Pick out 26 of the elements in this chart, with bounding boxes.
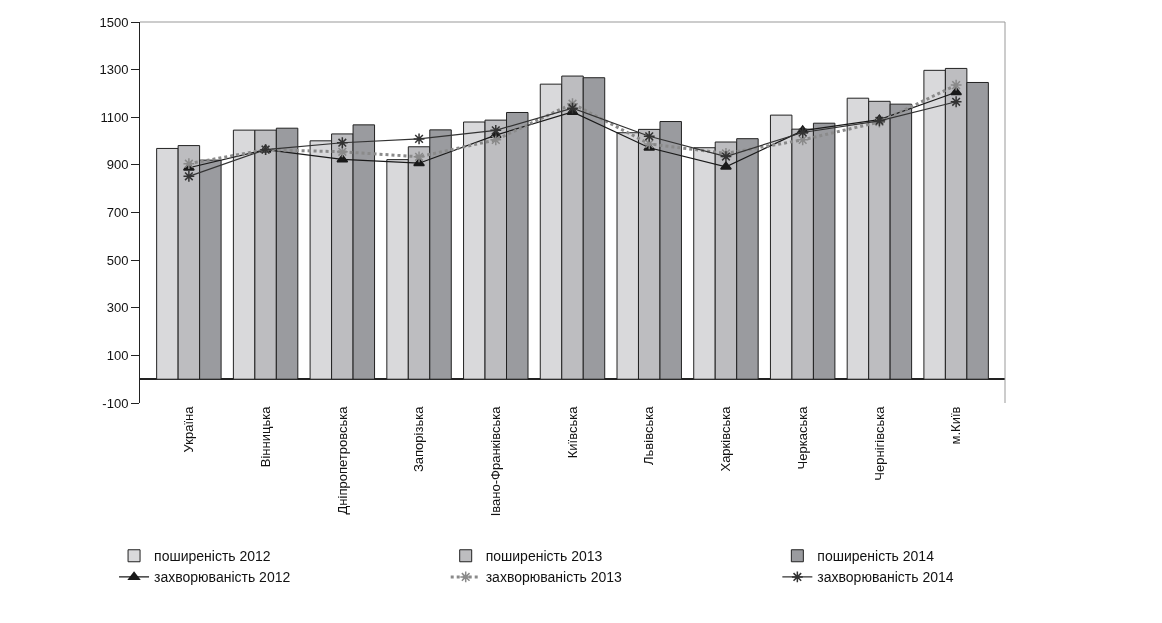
- x-tick-label: Дніпропетровська: [334, 405, 350, 515]
- y-tick-label: 1100: [100, 109, 129, 125]
- y-tick-label: 300: [106, 300, 129, 316]
- legend-label: поширеність 2013: [485, 548, 603, 565]
- x-tick-label: Харківська: [718, 405, 734, 472]
- y-tick-label: 1300: [99, 62, 129, 78]
- x-tick-label: Київська: [564, 405, 580, 459]
- x-tick-label: Україна: [181, 405, 197, 453]
- y-tick-label: 100: [106, 347, 129, 363]
- x-tick-label: Запорізька: [411, 405, 427, 473]
- x-tick-label: Львівська: [641, 405, 657, 465]
- y-tick-label: 700: [106, 205, 129, 221]
- legend-label: захворюваність 2014: [817, 569, 954, 586]
- legend-label: поширеність 2014: [817, 548, 935, 565]
- x-tick-label: Чернігівська: [871, 405, 887, 481]
- y-tick-label: -100: [102, 395, 129, 411]
- legend-label: захворюваність 2012: [154, 569, 291, 586]
- y-tick-label: 1500: [99, 14, 129, 30]
- y-tick-label: 900: [106, 157, 129, 173]
- x-tick-label: м.Київ: [948, 406, 964, 445]
- x-tick-label: Вінницька: [257, 405, 273, 468]
- y-tick-label: 500: [106, 252, 129, 268]
- legend-label: поширеність 2012: [154, 548, 271, 565]
- legend-label: захворюваність 2013: [485, 569, 623, 586]
- x-tick-label: Івано-Франківська: [488, 405, 504, 517]
- x-tick-label: Черкаська: [794, 405, 810, 470]
